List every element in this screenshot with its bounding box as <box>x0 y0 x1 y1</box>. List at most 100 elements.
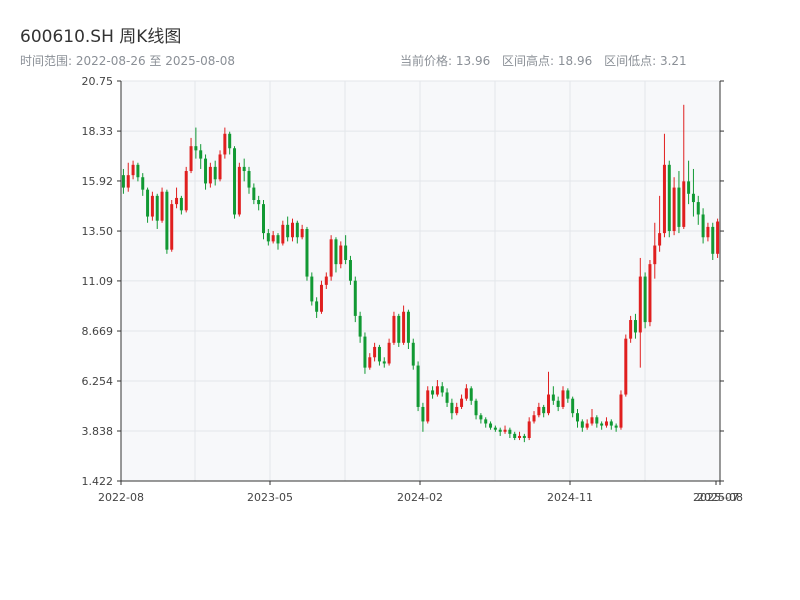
candle-body <box>604 421 608 426</box>
candle <box>194 127 198 159</box>
candle <box>305 226 309 281</box>
candle <box>580 419 584 432</box>
candle <box>228 131 232 155</box>
candle-body <box>242 166 246 172</box>
candle <box>716 218 720 258</box>
candle-body <box>421 406 425 422</box>
candle <box>503 425 507 434</box>
candle-body <box>305 228 309 277</box>
candle <box>687 160 691 205</box>
candle <box>121 168 125 194</box>
candle-body <box>648 264 652 323</box>
candle <box>566 388 570 403</box>
candle-body <box>377 346 381 362</box>
candle <box>271 231 275 244</box>
candle <box>397 313 401 347</box>
candle-body <box>614 425 618 428</box>
candle-body <box>319 284 323 312</box>
candle <box>619 390 623 430</box>
candle-body <box>633 320 637 333</box>
candle <box>653 222 657 279</box>
candle-body <box>179 197 183 211</box>
candle <box>696 195 700 225</box>
y-tick-label: 15.92 <box>82 175 114 188</box>
candle-body <box>547 394 551 414</box>
candle <box>556 396 560 412</box>
candle <box>184 166 188 213</box>
candle <box>146 187 150 223</box>
candle <box>339 241 343 269</box>
candle-body <box>373 346 377 358</box>
candle-body <box>160 191 164 221</box>
candle-body <box>498 429 502 432</box>
x-tick-label: 2024-11 <box>547 491 593 504</box>
candle-body <box>426 390 430 422</box>
candle-body <box>696 202 700 215</box>
candle <box>416 361 420 412</box>
candle <box>561 386 565 410</box>
candle <box>600 421 604 430</box>
candle-body <box>527 421 531 438</box>
candle <box>508 427 512 438</box>
candle-body <box>344 245 348 261</box>
candle-body <box>682 181 686 227</box>
time-range-label: 时间范围: 2022-08-26 至 2025-08-08 <box>20 54 235 68</box>
candle <box>455 402 459 416</box>
candle-body <box>585 423 589 428</box>
candle-body <box>237 166 241 215</box>
chart-title: 600610.SH 周K线图 <box>20 27 182 47</box>
candle <box>387 338 391 366</box>
candle <box>247 166 251 194</box>
candle-body <box>595 417 599 424</box>
candle <box>682 104 686 229</box>
price-stats: 当前价格: 13.96 区间高点: 18.96 区间低点: 3.21 <box>400 52 695 69</box>
candle <box>493 425 497 432</box>
candle-body <box>658 233 662 246</box>
candle <box>348 255 352 285</box>
candle-body <box>348 260 352 281</box>
candle-body <box>469 388 473 401</box>
candle <box>522 433 526 443</box>
candle-body <box>484 419 488 424</box>
candle <box>614 423 618 432</box>
candle <box>136 162 140 182</box>
candle <box>276 233 280 250</box>
candle-body <box>392 315 396 343</box>
candle-body <box>522 435 526 438</box>
candle <box>252 183 256 205</box>
candle <box>353 276 357 323</box>
candle-body <box>382 361 386 364</box>
candle-body <box>542 406 546 414</box>
y-tick-label: 6.254 <box>82 375 114 388</box>
candle <box>344 235 348 265</box>
candle <box>450 398 454 420</box>
candle <box>324 272 328 289</box>
candle-body <box>503 429 507 432</box>
candle-body <box>358 315 362 337</box>
candle-body <box>315 301 319 312</box>
candle-body <box>455 406 459 414</box>
candle <box>595 415 599 428</box>
candle-body <box>204 158 208 184</box>
candle <box>421 402 425 432</box>
candle <box>711 222 715 261</box>
candle <box>141 173 145 196</box>
candle-body <box>353 280 357 316</box>
y-tick-label: 1.422 <box>82 475 114 488</box>
candle <box>266 228 270 246</box>
x-tick-label: 2022-08 <box>98 491 144 504</box>
axes: 1.422 3.838 6.254 8.669 11.09 13.50 15.92 18.33… <box>82 75 743 504</box>
candle-body <box>150 195 154 217</box>
candle <box>440 382 444 397</box>
candle <box>643 272 647 329</box>
x-tick-label: 2025-08 <box>697 491 743 504</box>
candle-body <box>624 338 628 395</box>
candle-body <box>677 187 681 227</box>
candle-body <box>189 146 193 172</box>
candle-body <box>643 276 647 323</box>
candle <box>257 195 261 211</box>
candle-body <box>329 239 333 277</box>
candle-body <box>363 336 367 368</box>
candle <box>445 388 449 407</box>
